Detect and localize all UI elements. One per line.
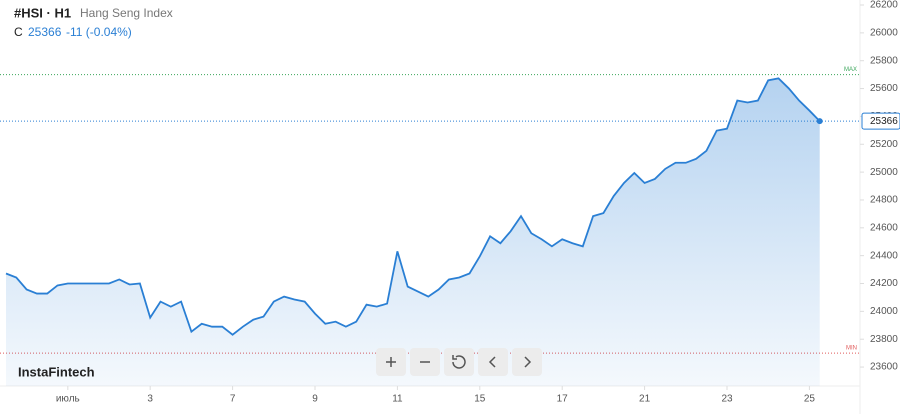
- price-tag: [861, 112, 900, 130]
- x-tick-label: 21: [639, 394, 651, 405]
- line: [5, 77, 821, 336]
- x-tick-label: 23: [721, 394, 733, 405]
- y-tick-label: 23800: [870, 334, 898, 345]
- close-label: C: [14, 25, 23, 39]
- reset-icon: [452, 355, 466, 369]
- y-tick-label: 24600: [870, 222, 898, 233]
- y-tick-label: 24400: [870, 250, 898, 261]
- x-tick-label: 15: [474, 394, 486, 405]
- reset-button[interactable]: [444, 348, 474, 376]
- x-tick-label: 9: [312, 394, 318, 405]
- last-point: [816, 118, 823, 125]
- level-label: MIN: [846, 346, 857, 352]
- area: [6, 78, 820, 386]
- toolbar: [376, 348, 542, 376]
- price-tag-label: 25366: [870, 116, 898, 127]
- change: -11 (-0.04%): [66, 25, 132, 39]
- x-tick-label: 3: [147, 394, 153, 405]
- right-icon: [524, 356, 532, 368]
- y-tick-label: 24800: [870, 195, 898, 206]
- y-tick-label: 23600: [870, 362, 898, 373]
- level-label: MAX: [844, 67, 857, 73]
- close-value: 25366: [28, 25, 62, 39]
- x-tick-label: 25: [804, 394, 816, 405]
- y-tick-label: 25000: [870, 167, 898, 178]
- symbol: #HSI · H1: [14, 5, 71, 20]
- left-icon: [488, 356, 496, 368]
- x-tick-label: 17: [557, 394, 569, 405]
- y-tick-label: 26200: [870, 0, 898, 11]
- y-tick-label: 24200: [870, 278, 898, 289]
- instrument-name: Hang Seng Index: [80, 6, 173, 20]
- logo: InstaFintech: [18, 364, 95, 379]
- x-tick-label: июль: [56, 394, 80, 405]
- plus-icon: [386, 357, 396, 367]
- y-tick-label: 24000: [870, 306, 898, 317]
- y-tick-label: 25600: [870, 83, 898, 94]
- x-tick-label: 11: [392, 394, 403, 405]
- x-tick-label: 7: [230, 394, 236, 405]
- y-tick-label: 25800: [870, 55, 898, 66]
- y-tick-label: 25200: [870, 139, 898, 150]
- y-tick-label: 26000: [870, 28, 898, 39]
- scroll-right-button[interactable]: [512, 348, 542, 376]
- scroll-left-button[interactable]: [478, 348, 508, 376]
